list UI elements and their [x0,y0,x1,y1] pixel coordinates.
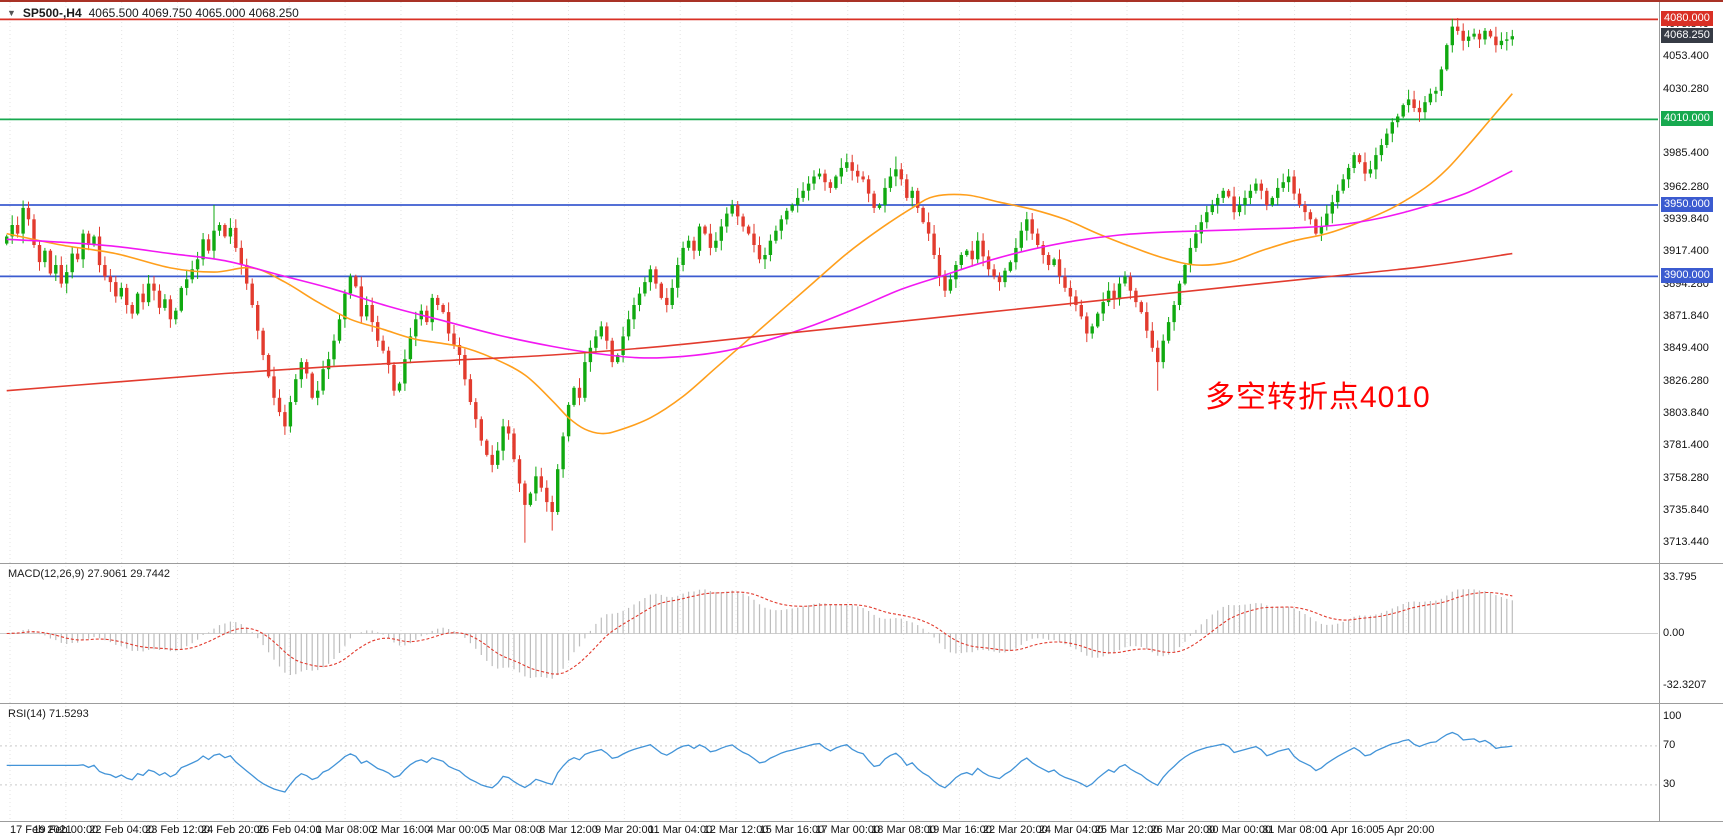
price-line-label: 4010.000 [1661,111,1713,127]
macd-indicator-label: MACD(12,26,9) 27.9061 29.7442 [8,568,171,580]
rsi-indicator-label: RSI(14) 71.5293 [8,708,89,720]
macd-scale-label: 33.795 [1663,571,1697,584]
price-tick-label: 3871.840 [1663,309,1709,322]
symbol-period-label: SP500-,H4 [22,6,82,20]
time-axis-label: 24 Feb 20:00 [200,824,266,836]
price-tick-label: 3985.400 [1663,147,1709,160]
price-tick-label: 3803.840 [1663,406,1709,419]
time-axis-label: 26 Mar 20:00 [1150,824,1216,836]
price-tick-label: 4030.280 [1663,83,1709,96]
time-axis-label: 5 Apr 20:00 [1378,824,1435,836]
chart-annotation-text[interactable]: 多空转折点4010 [1205,381,1431,414]
ma-slow-red [6,252,1513,392]
time-axis-label: 15 Mar 16:00 [759,824,825,836]
time-axis-label: 1 Mar 08:00 [315,824,375,836]
ohlc-values: 4065.500 4069.750 4065.000 4068.250 [88,6,299,20]
price-tick-label: 3962.280 [1663,180,1709,193]
chart-header: ▼ SP500-,H4 4065.500 4069.750 4065.000 4… [7,6,299,20]
macd-scale-label: -32.3207 [1663,679,1707,692]
macd-scale-label: 0.00 [1663,626,1685,639]
time-axis-label: 24 Mar 04:00 [1038,824,1104,836]
rsi-line [6,731,1513,793]
time-axis-label: 8 Mar 12:00 [539,824,598,836]
price-tick-label: 3758.280 [1663,471,1709,484]
price-tick-label: 3939.840 [1663,212,1709,225]
price-line-label: 3900.000 [1661,268,1713,284]
price-tick-label: 3917.400 [1663,244,1709,257]
macd-histogram [11,589,1513,679]
rsi-scale-label: 30 [1663,777,1676,790]
time-axis-label: 23 Feb 12:00 [145,824,210,836]
time-axis-label: 12 Mar 12:00 [703,824,769,836]
price-line-label: 3950.000 [1661,197,1713,213]
price-scale[interactable]: 4075.8404053.4004030.2803985.4003962.280… [1661,2,1723,822]
time-axis-label: 11 Mar 04:00 [648,824,713,836]
price-tick-label: 3849.400 [1663,341,1709,354]
current-price-label: 4068.250 [1661,28,1713,44]
ma-fast-orange [6,93,1513,435]
time-axis-label: 4 Mar 00:00 [427,824,487,836]
price-tick-label: 4053.400 [1663,50,1709,63]
time-axis-label: 1 Apr 16:00 [1322,824,1379,836]
price-line-label: 4080.000 [1661,11,1713,27]
price-tick-label: 3826.280 [1663,374,1709,387]
price-tick-label: 3781.400 [1663,438,1709,451]
time-axis-label: 31 Mar 08:00 [1262,824,1327,836]
time-axis-label: 26 Feb 04:00 [256,824,322,836]
time-axis-label: 19 Feb 00:00 [33,824,99,836]
time-axis-label: 5 Mar 08:00 [483,824,542,836]
symbol-dropdown-icon[interactable]: ▼ [7,8,16,18]
rsi-scale-label: 70 [1663,738,1676,751]
time-axis-label: 17 Feb 2021 [10,824,72,836]
time-scale[interactable]: 17 Feb 2021 19 Feb 00:00 22 Feb 04:00 23 Fe… [0,822,1723,838]
time-axis-label: 22 Mar 20:00 [982,824,1048,836]
price-tick-label: 3713.440 [1663,535,1709,548]
time-axis-label: 19 Mar 16:00 [927,824,992,836]
time-axis-label: 17 Mar 00:00 [815,824,881,836]
time-axis-label: 2 Mar 16:00 [371,824,431,836]
rsi-scale-label: 100 [1663,709,1682,722]
time-axis-label: 30 Mar 00:00 [1206,824,1272,836]
time-axis-label: 25 Mar 12:00 [1094,824,1160,836]
ma-mid-magenta [6,170,1513,359]
time-axis-label: 18 Mar 08:00 [871,824,937,836]
time-axis-label: 22 Feb 04:00 [89,824,155,836]
price-tick-label: 3735.840 [1663,503,1709,516]
time-axis-label: 9 Mar 20:00 [594,824,654,836]
macd-signal-line [6,591,1513,675]
